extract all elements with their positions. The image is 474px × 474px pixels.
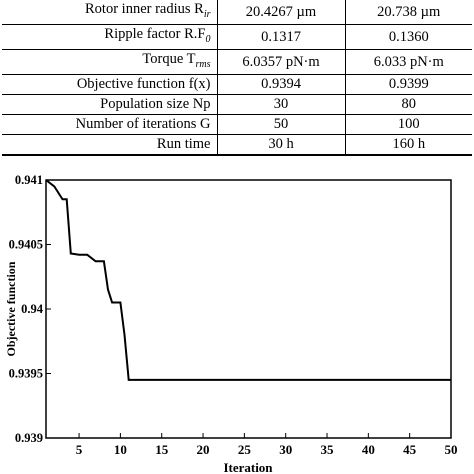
x-tick-label: 50 — [445, 442, 458, 457]
row-label-text: Rotor inner radius R — [85, 1, 204, 17]
x-tick-label: 20 — [197, 442, 210, 457]
series-line — [45, 179, 451, 381]
x-tick-label: 30 — [279, 442, 292, 457]
row-label-text: Number of iterations G — [75, 116, 211, 133]
row-label: Objective function f(x) — [2, 73, 218, 95]
x-tick-label: 40 — [362, 442, 375, 457]
row-label: Number of iterations G — [2, 113, 218, 135]
y-tick-label: 0.939 — [15, 431, 43, 445]
row-label-text: Torque T — [142, 50, 196, 67]
row-label: Rotor inner radius Rir — [2, 0, 218, 25]
axis-ticks: 5 10 15 20 25 30 35 40 45 50 0.939 0.9395 0.94 0.9405… — [9, 173, 458, 457]
y-tick-label: 0.9405 — [9, 238, 43, 252]
table-row: Number of iterations G 50 100 — [2, 113, 472, 135]
x-tick-label: 10 — [114, 442, 127, 457]
value-cell-2: 0.9399 — [344, 73, 472, 95]
value-cell-1: 30 — [216, 93, 346, 115]
y-tick-label: 0.941 — [15, 173, 43, 187]
y-tick-label: 0.94 — [21, 302, 44, 316]
x-tick-label: 5 — [76, 442, 83, 457]
x-axis-label: Iteration — [223, 460, 273, 474]
results-table: Rotor inner radius Rir 20.4267 µm 20.738 µ… — [2, 0, 472, 156]
value-cell-1: 50 — [216, 113, 346, 135]
plot-frame — [45, 179, 452, 439]
value-cell-2: 6.033 pN·m — [344, 48, 472, 75]
table-row: Run time 30 h 160 h — [2, 133, 472, 156]
row-label-text: Population size Np — [100, 96, 211, 113]
value-cell-1: 20.4267 µm — [216, 0, 346, 25]
value-cell-1: 6.0357 pN·m — [216, 48, 346, 75]
table-row: Rotor inner radius Rir 20.4267 µm 20.738 µ… — [2, 0, 472, 25]
table-row: Population size Np 30 80 — [2, 93, 472, 115]
y-axis-label: Objective function — [4, 261, 18, 356]
x-tick-label: 25 — [238, 442, 252, 457]
row-label: Torque Trms — [2, 48, 218, 75]
value-cell-2: 80 — [344, 93, 472, 115]
value-cell-2: 20.738 µm — [344, 0, 472, 25]
x-tick-label: 15 — [155, 442, 169, 457]
y-tick-label: 0.9395 — [9, 367, 43, 381]
row-label-subscript: rms — [195, 58, 211, 70]
convergence-chart: 5 10 15 20 25 30 35 40 45 50 0.939 0.9395 0.94 0.9405… — [4, 173, 458, 474]
table-row: Objective function f(x) 0.9394 0.9399 — [2, 73, 472, 95]
row-label: Population size Np — [2, 93, 218, 115]
row-label: Run time — [2, 133, 218, 156]
row-label-text: Objective function f(x) — [76, 76, 211, 93]
table-row: Ripple factor R.F0 0.1317 0.1360 — [2, 23, 472, 50]
row-label-subscript: ir — [203, 8, 211, 20]
value-cell-1: 0.1317 — [216, 23, 346, 50]
table-row: Torque Trms 6.0357 pN·m 6.033 pN·m — [2, 48, 472, 75]
x-tick-label: 35 — [321, 442, 335, 457]
value-cell-2: 100 — [344, 113, 472, 135]
value-cell-1: 30 h — [216, 133, 346, 156]
value-cell-2: 160 h — [344, 133, 472, 156]
value-cell-2: 0.1360 — [344, 23, 472, 50]
x-tick-label: 45 — [403, 442, 417, 457]
row-label-text: Run time — [156, 136, 211, 153]
row-label: Ripple factor R.F0 — [2, 23, 218, 50]
row-label-subscript: 0 — [205, 33, 211, 45]
value-cell-1: 0.9394 — [216, 73, 346, 95]
row-label-text: Ripple factor R.F — [104, 25, 206, 42]
